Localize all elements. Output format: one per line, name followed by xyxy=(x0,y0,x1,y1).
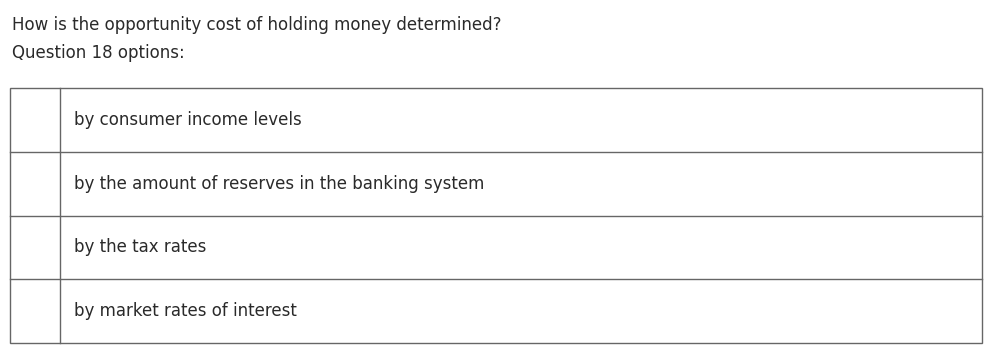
Text: How is the opportunity cost of holding money determined?: How is the opportunity cost of holding m… xyxy=(12,16,502,34)
Text: Question 18 options:: Question 18 options: xyxy=(12,44,185,62)
Text: by consumer income levels: by consumer income levels xyxy=(74,111,302,129)
Text: by the tax rates: by the tax rates xyxy=(74,238,206,257)
Text: by market rates of interest: by market rates of interest xyxy=(74,302,297,320)
Text: by the amount of reserves in the banking system: by the amount of reserves in the banking… xyxy=(74,174,484,193)
Bar xyxy=(10,88,982,343)
